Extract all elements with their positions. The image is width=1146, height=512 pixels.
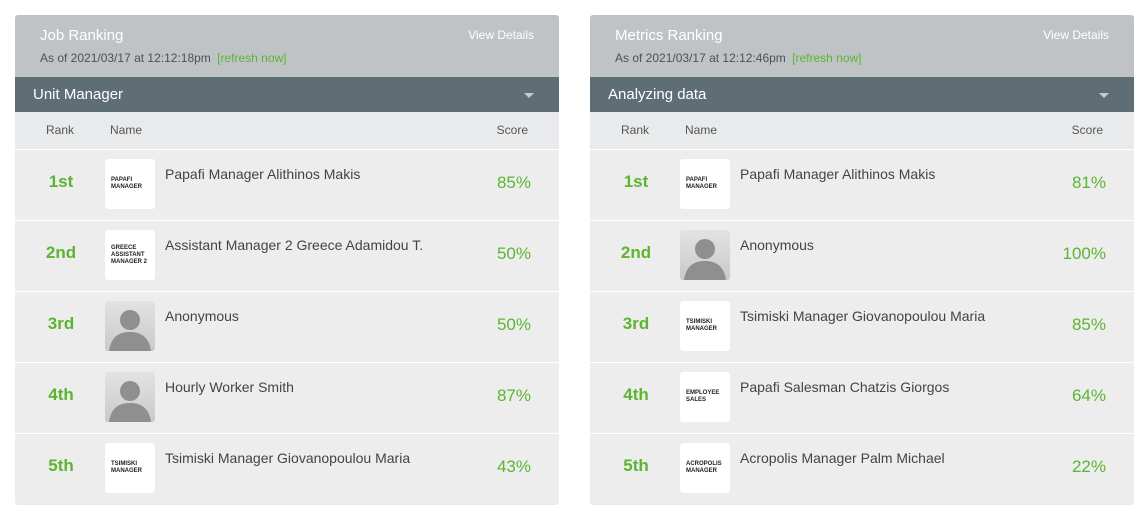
score-value: 87% (496, 386, 531, 405)
job-ranking-panel: Job Ranking As of 2021/03/17 at 12:12:18… (15, 15, 559, 505)
refresh-now-link[interactable]: [refresh now] (792, 51, 862, 65)
score-value: 100% (1062, 244, 1106, 263)
employee-name: Papafi Salesman Chatzis Giorgos (740, 379, 950, 395)
avatar: ACROPOLIS MANAGER (680, 443, 730, 493)
chevron-down-icon (1099, 93, 1109, 98)
employee-name: Tsimiski Manager Giovanopoulou Maria (165, 450, 411, 466)
view-details-link[interactable]: View Details (468, 28, 534, 42)
rank-value: 2nd (45, 243, 77, 262)
rank-value: 5th (623, 456, 649, 475)
role-dropdown[interactable]: Unit Manager (15, 77, 559, 112)
employee-name: Papafi Manager Alithinos Makis (165, 166, 361, 182)
avatar-logo-text: EMPLOYEE SALES (686, 390, 720, 403)
rank-value: 4th (623, 385, 649, 404)
ranking-row[interactable]: 2nd Anonymous 100% (590, 220, 1134, 291)
column-header-score: Score (1071, 123, 1103, 137)
avatar-logo-text: TSIMISKI MANAGER (686, 319, 717, 332)
rank-value: 3rd (622, 314, 650, 333)
rank-value: 5th (48, 456, 74, 475)
anonymous-user-icon (105, 301, 155, 351)
ranking-row[interactable]: 3rd Anonymous 50% (15, 291, 559, 362)
ranking-row[interactable]: 5th TSIMISKI MANAGER Tsimiski Manager Gi… (15, 433, 559, 504)
ranking-row[interactable]: 1st PAPAFI MANAGER Papafi Manager Alithi… (590, 149, 1134, 220)
timestamp: As of 2021/03/17 at 12:12:46pm (615, 51, 786, 65)
employee-name: Assistant Manager 2 Greece Adamidou T. (165, 237, 424, 253)
ranking-row[interactable]: 4th EMPLOYEE SALES Papafi Salesman Chatz… (590, 362, 1134, 433)
panel-header: Metrics Ranking As of 2021/03/17 at 12:1… (590, 15, 1134, 77)
avatar: TSIMISKI MANAGER (105, 443, 155, 493)
dropdown-selected-value: Analyzing data (608, 86, 707, 103)
column-headers: Rank Name Score (590, 112, 1134, 149)
employee-name: Acropolis Manager Palm Michael (740, 450, 945, 466)
avatar-logo-text: TSIMISKI MANAGER (111, 461, 142, 474)
timestamp: As of 2021/03/17 at 12:12:18pm (40, 51, 211, 65)
ranking-list: 1st PAPAFI MANAGER Papafi Manager Alithi… (15, 149, 559, 504)
rank-value: 2nd (620, 243, 652, 262)
avatar: TSIMISKI MANAGER (680, 301, 730, 351)
ranking-row[interactable]: 3rd TSIMISKI MANAGER Tsimiski Manager Gi… (590, 291, 1134, 362)
column-headers: Rank Name Score (15, 112, 559, 149)
ranking-row[interactable]: 2nd GREECE ASSISTANT MANAGER 2 Assistant… (15, 220, 559, 291)
score-value: 50% (496, 244, 531, 263)
avatar-logo-text: GREECE ASSISTANT MANAGER 2 (111, 244, 148, 265)
score-value: 81% (1071, 173, 1106, 192)
avatar: EMPLOYEE SALES (680, 372, 730, 422)
employee-name: Hourly Worker Smith (165, 379, 294, 395)
chevron-down-icon (524, 93, 534, 98)
metrics-ranking-panel: Metrics Ranking As of 2021/03/17 at 12:1… (590, 15, 1134, 505)
avatar-logo-text: PAPAFI MANAGER (686, 177, 717, 190)
ranking-list: 1st PAPAFI MANAGER Papafi Manager Alithi… (590, 149, 1134, 504)
rank-value: 3rd (47, 314, 75, 333)
column-header-score: Score (496, 123, 528, 137)
employee-name: Papafi Manager Alithinos Makis (740, 166, 936, 182)
avatar: PAPAFI MANAGER (680, 159, 730, 209)
timestamp-line: As of 2021/03/17 at 12:12:46pm [refresh … (615, 51, 862, 65)
metric-dropdown[interactable]: Analyzing data (590, 77, 1134, 112)
ranking-row[interactable]: 5th ACROPOLIS MANAGER Acropolis Manager … (590, 433, 1134, 504)
column-header-rank: Rank (46, 123, 75, 137)
score-value: 85% (496, 173, 531, 192)
timestamp-line: As of 2021/03/17 at 12:12:18pm [refresh … (40, 51, 287, 65)
ranking-row[interactable]: 4th Hourly Worker Smith 87% (15, 362, 559, 433)
avatar-logo-text: ACROPOLIS MANAGER (686, 461, 722, 474)
avatar: PAPAFI MANAGER (105, 159, 155, 209)
rank-value: 1st (48, 172, 74, 191)
panel-header: Job Ranking As of 2021/03/17 at 12:12:18… (15, 15, 559, 77)
column-header-name: Name (110, 123, 143, 137)
score-value: 22% (1071, 457, 1106, 476)
employee-name: Anonymous (740, 237, 814, 253)
score-value: 50% (496, 315, 531, 334)
rank-value: 4th (48, 385, 74, 404)
avatar: GREECE ASSISTANT MANAGER 2 (105, 230, 155, 280)
refresh-now-link[interactable]: [refresh now] (217, 51, 287, 65)
ranking-row[interactable]: 1st PAPAFI MANAGER Papafi Manager Alithi… (15, 149, 559, 220)
employee-name: Anonymous (165, 308, 239, 324)
score-value: 43% (496, 457, 531, 476)
rank-value: 1st (623, 172, 649, 191)
column-header-rank: Rank (621, 123, 650, 137)
anonymous-user-icon (105, 372, 155, 422)
score-value: 85% (1071, 315, 1106, 334)
panel-title: Metrics Ranking (615, 27, 723, 44)
score-value: 64% (1071, 386, 1106, 405)
view-details-link[interactable]: View Details (1043, 28, 1109, 42)
panel-title: Job Ranking (40, 27, 124, 44)
avatar-logo-text: PAPAFI MANAGER (111, 177, 142, 190)
column-header-name: Name (685, 123, 718, 137)
anonymous-user-icon (680, 230, 730, 280)
employee-name: Tsimiski Manager Giovanopoulou Maria (740, 308, 986, 324)
dropdown-selected-value: Unit Manager (33, 86, 124, 103)
